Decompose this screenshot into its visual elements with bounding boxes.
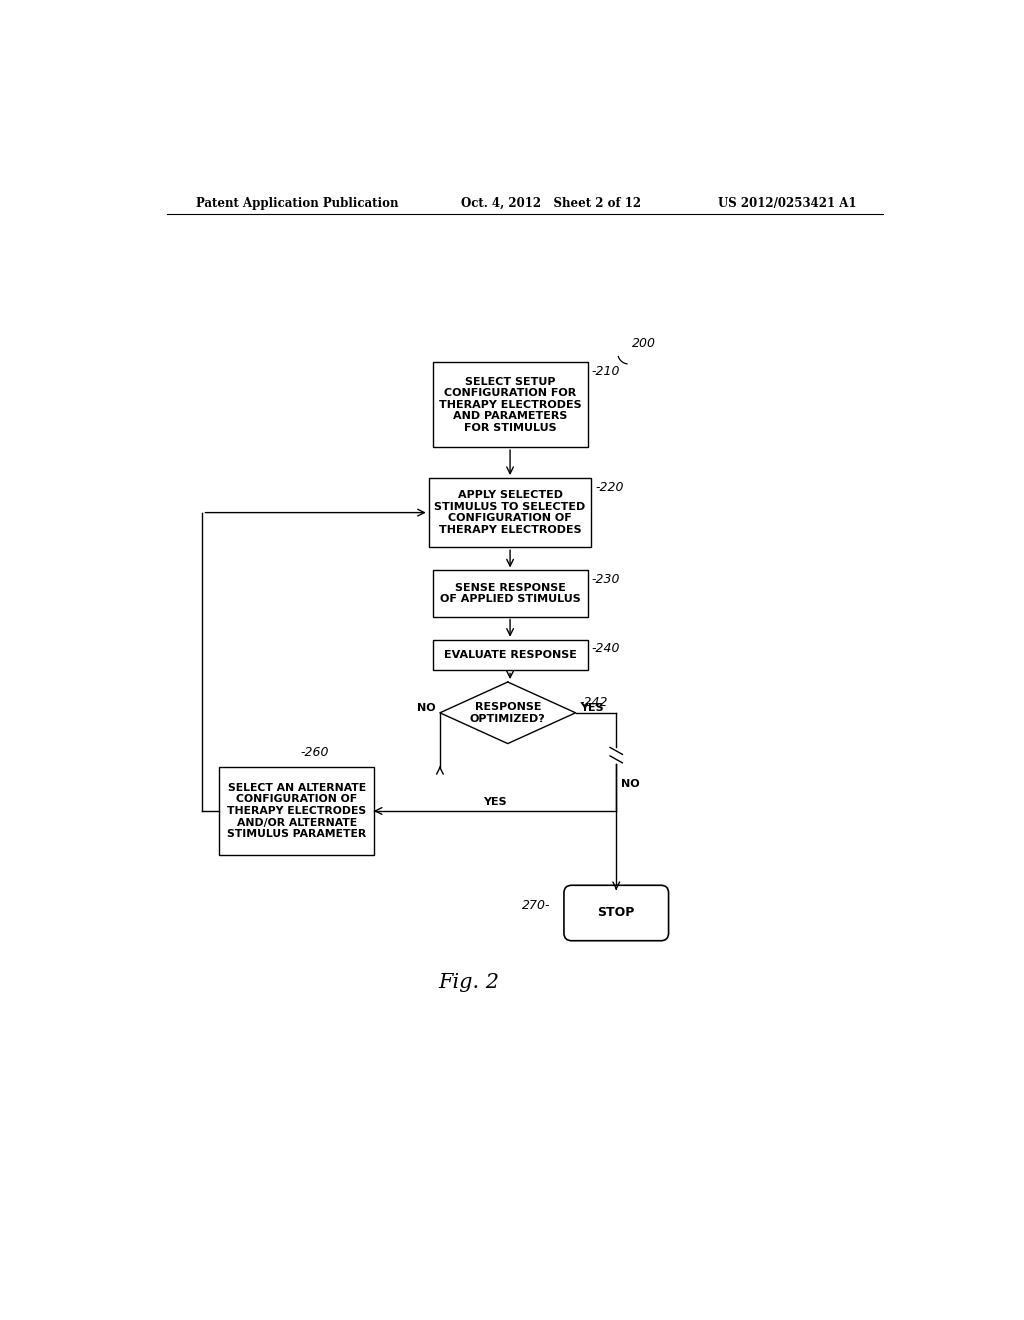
Text: -242: -242 (580, 696, 608, 709)
Text: Fig. 2: Fig. 2 (438, 973, 500, 991)
Text: -220: -220 (595, 480, 624, 494)
Text: YES: YES (581, 704, 604, 713)
Text: 200: 200 (632, 337, 655, 350)
Text: NO: NO (417, 704, 435, 713)
Text: SELECT SETUP
CONFIGURATION FOR
THERAPY ELECTRODES
AND PARAMETERS
FOR STIMULUS: SELECT SETUP CONFIGURATION FOR THERAPY E… (438, 376, 582, 433)
Text: -240: -240 (592, 643, 620, 656)
Text: -210: -210 (592, 366, 620, 379)
Text: -230: -230 (592, 573, 620, 586)
Text: YES: YES (483, 797, 507, 807)
Text: SELECT AN ALTERNATE
CONFIGURATION OF
THERAPY ELECTRODES
AND/OR ALTERNATE
STIMULU: SELECT AN ALTERNATE CONFIGURATION OF THE… (227, 783, 367, 840)
Text: RESPONSE
OPTIMIZED?: RESPONSE OPTIMIZED? (470, 702, 546, 723)
FancyBboxPatch shape (432, 570, 588, 616)
Text: 270-: 270- (521, 899, 550, 912)
Text: Patent Application Publication: Patent Application Publication (197, 197, 398, 210)
Polygon shape (440, 682, 575, 743)
Text: SENSE RESPONSE
OF APPLIED STIMULUS: SENSE RESPONSE OF APPLIED STIMULUS (439, 582, 581, 605)
Text: -260: -260 (301, 746, 330, 759)
Text: Oct. 4, 2012   Sheet 2 of 12: Oct. 4, 2012 Sheet 2 of 12 (461, 197, 641, 210)
Text: NO: NO (621, 779, 640, 788)
Text: EVALUATE RESPONSE: EVALUATE RESPONSE (443, 649, 577, 660)
FancyBboxPatch shape (564, 886, 669, 941)
FancyBboxPatch shape (429, 478, 592, 548)
FancyBboxPatch shape (219, 767, 375, 855)
Text: APPLY SELECTED
STIMULUS TO SELECTED
CONFIGURATION OF
THERAPY ELECTRODES: APPLY SELECTED STIMULUS TO SELECTED CONF… (434, 490, 586, 535)
FancyBboxPatch shape (432, 640, 588, 671)
Text: STOP: STOP (598, 907, 635, 920)
FancyBboxPatch shape (432, 363, 588, 447)
Text: US 2012/0253421 A1: US 2012/0253421 A1 (718, 197, 856, 210)
